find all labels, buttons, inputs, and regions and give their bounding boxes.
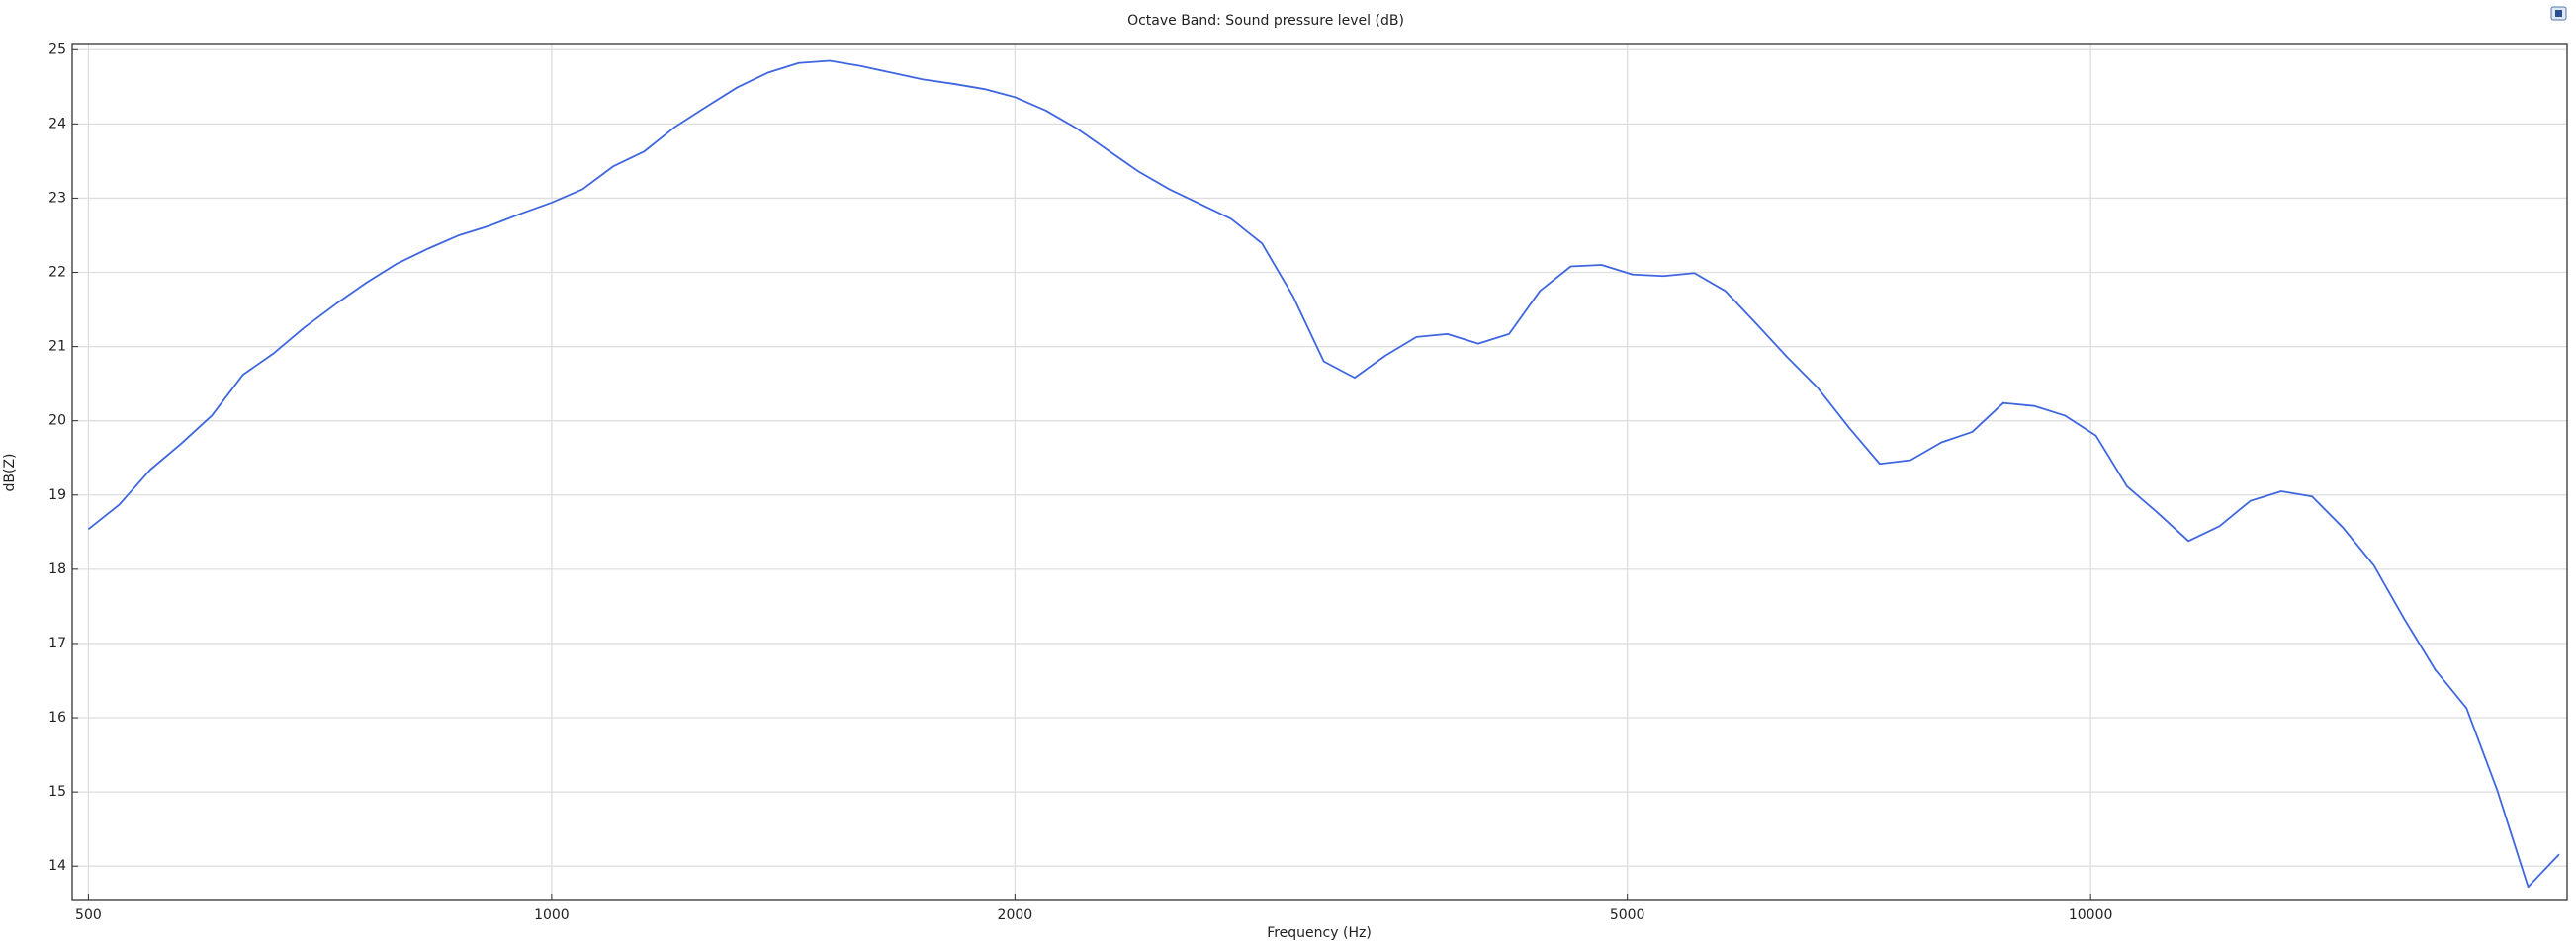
y-tick-label: 25 — [48, 42, 66, 57]
y-axis-label: dB(Z) — [2, 453, 18, 491]
chart-title: Octave Band: Sound pressure level (dB) — [1127, 13, 1404, 29]
y-tick-label: 17 — [48, 636, 66, 651]
x-tick-label: 2000 — [998, 907, 1033, 923]
button-icon — [2555, 10, 2562, 17]
x-tick-label: 10000 — [2069, 907, 2113, 923]
y-tick-label: 14 — [48, 858, 66, 874]
x-tick-label: 1000 — [534, 907, 570, 923]
y-tick-label: 18 — [48, 561, 66, 577]
x-axis-label: Frequency (Hz) — [1267, 925, 1372, 941]
y-tick-label: 23 — [48, 190, 66, 206]
y-tick-label: 16 — [48, 710, 66, 726]
data-line — [87, 59, 2560, 889]
y-tick-label: 22 — [48, 265, 66, 281]
y-tick-label: 24 — [48, 116, 66, 131]
y-tick-label: 15 — [48, 784, 66, 800]
export-button[interactable] — [2550, 6, 2567, 21]
y-tick-label: 21 — [48, 339, 66, 355]
y-tick-label: 20 — [48, 413, 66, 429]
y-tick-label: 19 — [48, 487, 66, 503]
x-tick-label: 500 — [75, 907, 102, 923]
x-tick-label: 5000 — [1610, 907, 1645, 923]
plot-frame — [71, 43, 2568, 901]
